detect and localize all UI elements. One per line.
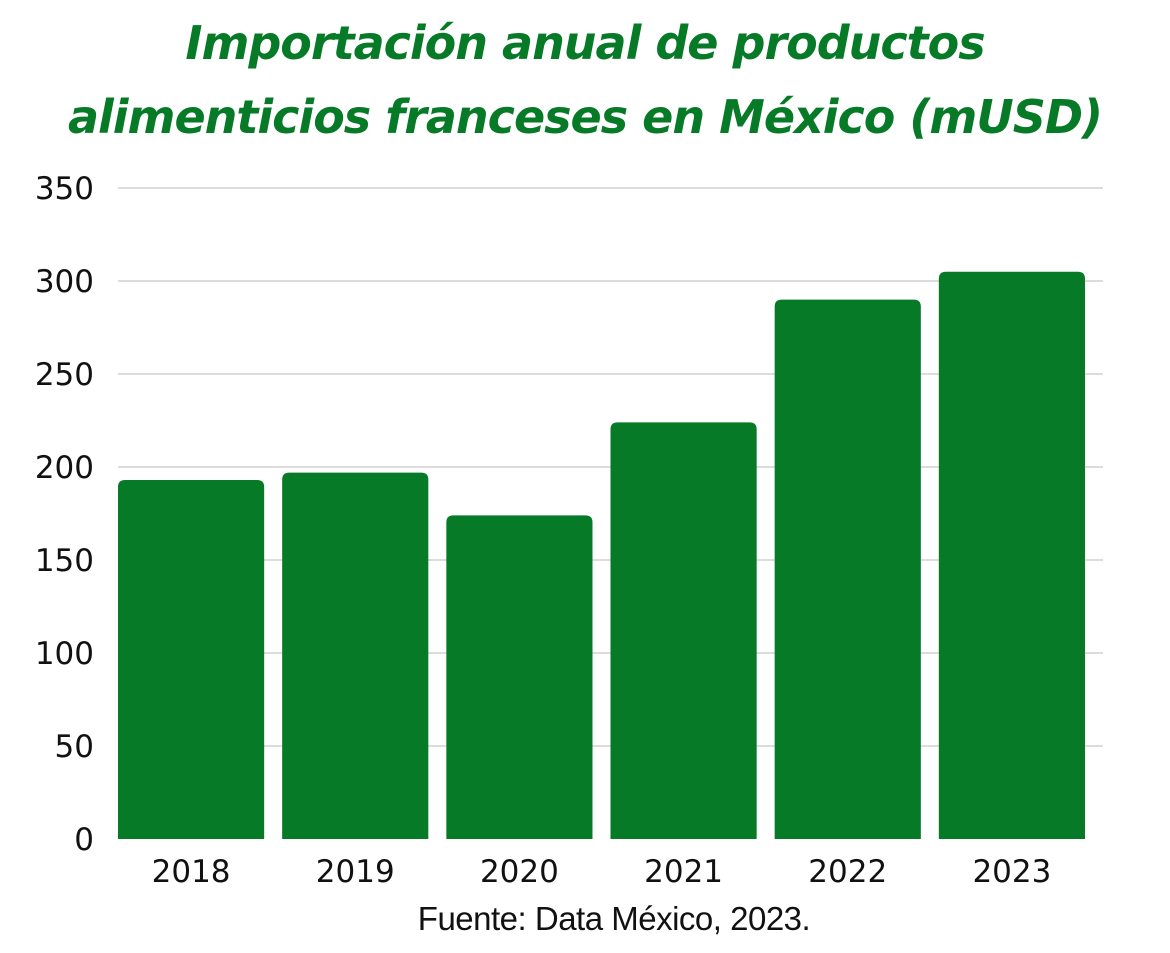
x-axis-ticks: 2018 2019 2020 2021 2022 2023 [152, 854, 1052, 890]
bar-2022 [774, 299, 921, 840]
x-tick-label: 2021 [644, 854, 723, 890]
y-tick-label: 300 [35, 264, 94, 300]
chart-title: Importación anual de productos alimentic… [0, 6, 1170, 154]
bar-2019 [282, 472, 429, 839]
bar-2021 [610, 422, 757, 839]
bar-2020 [446, 515, 593, 839]
y-tick-label: 200 [35, 450, 94, 486]
y-tick-label: 250 [35, 357, 94, 393]
bar-2023 [938, 271, 1085, 839]
x-tick-label: 2023 [972, 854, 1051, 890]
x-tick-label: 2019 [316, 854, 395, 890]
x-tick-label: 2018 [152, 854, 231, 890]
x-tick-label: 2020 [480, 854, 559, 890]
y-tick-label: 150 [35, 543, 94, 579]
bar-2018 [118, 480, 265, 839]
chart-title-line-1: Importación anual de productos [185, 16, 985, 70]
y-tick-label: 50 [55, 729, 94, 765]
x-tick-label: 2022 [808, 854, 887, 890]
y-axis-ticks: 0 50 100 150 200 250 300 350 [35, 171, 94, 858]
source-note: Fuente: Data México, 2023. [417, 900, 811, 937]
y-tick-label: 0 [74, 822, 94, 858]
chart-title-line-2: alimenticios franceses en México (mUSD) [67, 90, 1103, 144]
bars [118, 271, 1085, 840]
y-tick-label: 100 [35, 636, 94, 672]
y-tick-label: 350 [35, 171, 94, 207]
